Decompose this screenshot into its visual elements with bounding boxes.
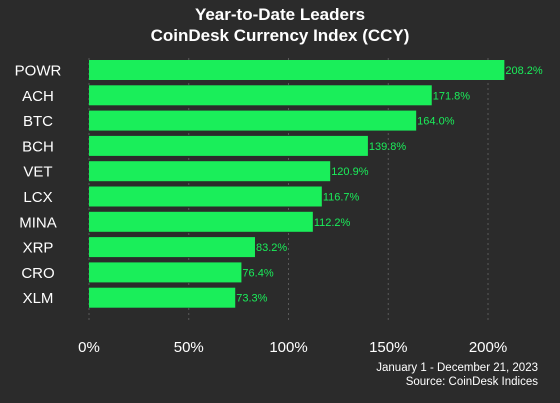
bar [89,287,236,308]
x-tick-label: 0% [78,339,100,356]
x-tick-label: 200% [469,339,507,356]
data-label: 83.2% [256,242,287,254]
bar [89,211,313,232]
bar [89,135,368,156]
data-label: 120.9% [331,166,369,178]
data-label: 171.8% [433,90,471,102]
bar [89,161,331,182]
category-label: LCX [23,189,52,206]
chart-footer: January 1 - December 21, 2023 Source: Co… [376,361,538,389]
bar [89,237,255,258]
chart-subtitle: CoinDesk Currency Index (CCY) [150,26,410,45]
data-label: 76.4% [242,267,273,279]
data-label: 116.7% [323,192,360,204]
bar [89,262,242,283]
data-label: 164.0% [417,116,455,128]
category-label: POWR [15,63,62,80]
x-tick-label: 150% [369,339,407,356]
x-tick-label: 100% [269,339,307,356]
chart-title-block: Year-to-Date Leaders CoinDesk Currency I… [0,4,560,46]
bar [89,110,417,131]
category-label: VET [23,164,52,181]
chart-title: Year-to-Date Leaders [194,5,366,24]
category-label: CRO [21,265,54,282]
category-label: BCH [22,138,54,155]
date-range-note: January 1 - December 21, 2023 [376,362,538,374]
category-label: XLM [23,290,54,307]
source-note: Source: CoinDesk Indices [405,376,538,388]
bar [89,60,505,80]
data-label: 208.2% [505,65,543,77]
data-label: 73.3% [236,293,267,305]
x-tick-label: 50% [174,339,204,356]
category-label: ACH [22,88,54,105]
category-label: MINA [19,214,57,231]
bar [89,186,322,207]
data-label: 139.8% [369,141,407,153]
data-label: 112.2% [314,217,351,229]
category-label: BTC [23,113,53,130]
category-label: XRP [23,240,54,257]
bar [89,85,432,106]
